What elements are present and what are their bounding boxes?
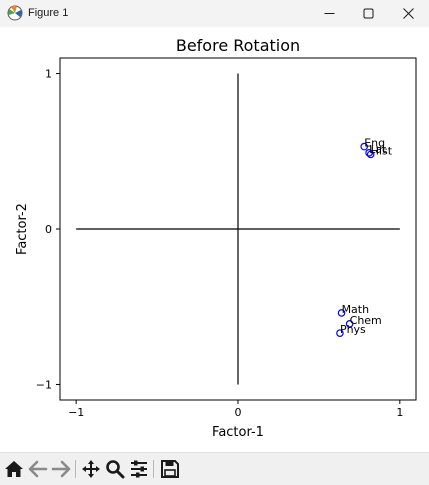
pan-button[interactable] bbox=[80, 458, 102, 480]
window-title: Figure 1 bbox=[28, 7, 69, 19]
minimize-icon bbox=[324, 13, 335, 14]
data-point-label: Lat bbox=[369, 143, 387, 156]
toolbar-separator bbox=[75, 460, 76, 478]
data-point-label: Math bbox=[342, 303, 370, 316]
configure-subplots-icon bbox=[131, 460, 147, 478]
y-tick-label: 0 bbox=[45, 223, 52, 236]
home-button[interactable] bbox=[3, 458, 25, 480]
data-point bbox=[360, 142, 369, 151]
data-point-label: Eng bbox=[364, 137, 385, 150]
chart-title: Before Rotation bbox=[176, 36, 300, 55]
navigation-toolbar bbox=[0, 452, 429, 485]
x-tick-label: −1 bbox=[68, 406, 84, 419]
toolbar-separator bbox=[153, 460, 154, 478]
save-button[interactable] bbox=[159, 458, 181, 480]
data-point bbox=[337, 309, 346, 317]
data-point bbox=[345, 320, 354, 328]
back-button[interactable] bbox=[27, 458, 49, 480]
minimize-button[interactable] bbox=[309, 0, 349, 27]
maximize-button[interactable] bbox=[348, 0, 388, 27]
data-point bbox=[365, 149, 373, 157]
data-point-label: Chem bbox=[350, 314, 382, 327]
data-point-label: Phys bbox=[340, 323, 366, 336]
matplotlib-app-icon bbox=[7, 5, 23, 21]
back-icon bbox=[28, 460, 48, 478]
x-tick-label: 0 bbox=[235, 406, 242, 419]
forward-button[interactable] bbox=[50, 458, 72, 480]
zoom-button[interactable] bbox=[104, 458, 126, 480]
pan-icon bbox=[82, 460, 100, 478]
y-tick-label: −1 bbox=[36, 378, 52, 391]
home-icon bbox=[5, 461, 23, 477]
maximize-icon bbox=[363, 8, 374, 19]
scatter-chart: Before Rotation −1 0 1 −1 0 1 Factor-1 Factor-2 E… bbox=[15, 36, 417, 440]
figure-canvas[interactable]: Before Rotation −1 0 1 −1 0 1 Factor-1 Factor-2 E… bbox=[0, 27, 429, 452]
x-axis-label: Factor-1 bbox=[212, 425, 264, 440]
configure-subplots-button[interactable] bbox=[128, 458, 150, 480]
data-point-label: Hist bbox=[371, 144, 393, 157]
data-point bbox=[366, 150, 375, 159]
y-tick-label: 1 bbox=[45, 68, 52, 81]
close-button[interactable] bbox=[388, 0, 428, 27]
title-bar[interactable]: Figure 1 bbox=[0, 0, 429, 27]
close-icon bbox=[403, 8, 414, 19]
x-tick-label: 1 bbox=[396, 406, 403, 419]
forward-icon bbox=[51, 460, 71, 478]
zoom-icon bbox=[106, 460, 125, 479]
y-axis-label: Factor-2 bbox=[15, 203, 30, 255]
data-point bbox=[336, 329, 344, 337]
save-icon bbox=[161, 460, 179, 478]
